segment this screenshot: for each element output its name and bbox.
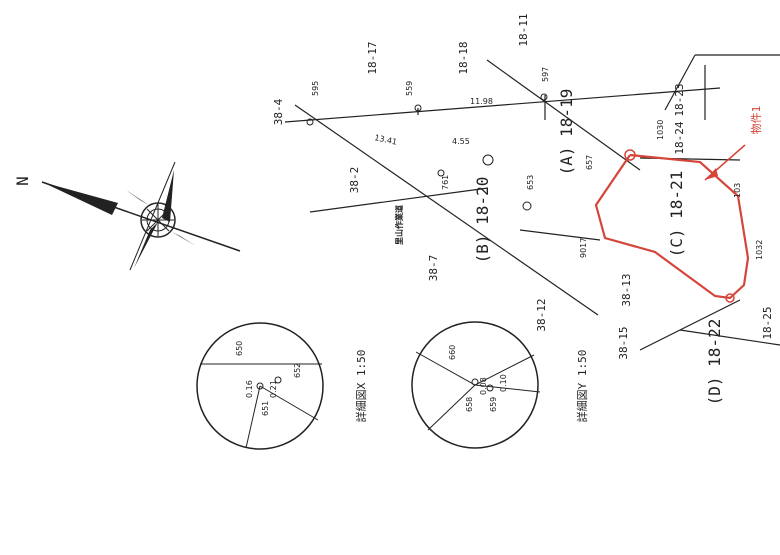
- point-numbers: 595 559 597 761 653 657 9017 1030 103 10…: [311, 67, 764, 260]
- survey-point-markers: [306, 93, 548, 211]
- detail-y-point-659: 659: [489, 397, 498, 412]
- property-boundary: [594, 144, 750, 303]
- detail-y-inset: [411, 321, 541, 449]
- parcel-18-25: 18-25: [761, 306, 774, 339]
- survey-lines: [284, 54, 780, 351]
- detail-x-point-650: 650: [235, 341, 244, 356]
- point-597: 597: [541, 67, 550, 82]
- compass-rose-icon: [41, 161, 241, 271]
- parcel-18-17: 18-17: [366, 41, 379, 74]
- parcel-38-13: 38-13: [620, 273, 633, 306]
- point-1032: 1032: [755, 240, 764, 260]
- parcel-38-4: 38-4: [272, 98, 285, 125]
- detail-x-point-652: 652: [293, 363, 302, 378]
- area-c-label: (C) 18-21: [667, 171, 686, 258]
- parcel-38-12: 38-12: [535, 298, 548, 331]
- parcel-18-11: 18-11: [517, 13, 530, 46]
- detail-y-point-658: 658: [465, 397, 474, 412]
- parcel-38-2: 38-2: [348, 167, 361, 194]
- point-595: 595: [311, 81, 320, 96]
- point-559: 559: [405, 81, 414, 96]
- area-b-label: (B) 18-20: [473, 177, 492, 264]
- detail-x-title: 詳細図X 1:50: [354, 350, 368, 423]
- detail-x-dist-2: 0.21: [269, 380, 278, 398]
- point-657: 657: [585, 155, 594, 170]
- area-d-label: (D) 18-22: [705, 319, 724, 406]
- point-653: 653: [526, 175, 535, 190]
- parcel-18-23: 18-23: [673, 83, 686, 116]
- north-label: N: [13, 176, 32, 186]
- road-label: 里山作業道: [394, 205, 404, 245]
- area-labels: (A) 18-19 (B) 18-20 (C) 18-21 (D) 18-22: [473, 89, 724, 406]
- parcel-labels: 18-17 18-18 18-11 18-23 18-24 38-4 38-2 …: [272, 13, 774, 359]
- point-103: 103: [733, 183, 742, 198]
- detail-x-dist-1: 0.16: [245, 380, 254, 398]
- detail-x-inset: [196, 322, 324, 450]
- distance-11-98: 11.98: [470, 97, 493, 106]
- parcel-38-7: 38-7: [427, 255, 440, 282]
- detail-y-dist-1: 0.08: [479, 377, 488, 395]
- point-761: 761: [441, 175, 450, 190]
- parcel-18-24: 18-24: [673, 121, 686, 154]
- detail-y-point-660: 660: [448, 345, 457, 360]
- parcel-38-15: 38-15: [617, 326, 630, 359]
- area-a-label: (A) 18-19: [557, 89, 576, 176]
- detail-y-dist-2: 0.10: [499, 374, 508, 392]
- distance-4-55: 4.55: [452, 137, 470, 146]
- point-9017: 9017: [579, 238, 588, 258]
- detail-x-point-651: 651: [261, 401, 270, 416]
- point-1030: 1030: [656, 120, 665, 140]
- parcel-18-18: 18-18: [457, 41, 470, 74]
- distance-13-41: 13.41: [374, 133, 398, 147]
- property-callout: 物件1: [749, 106, 763, 135]
- detail-y-title: 詳細図Y 1:50: [575, 350, 589, 423]
